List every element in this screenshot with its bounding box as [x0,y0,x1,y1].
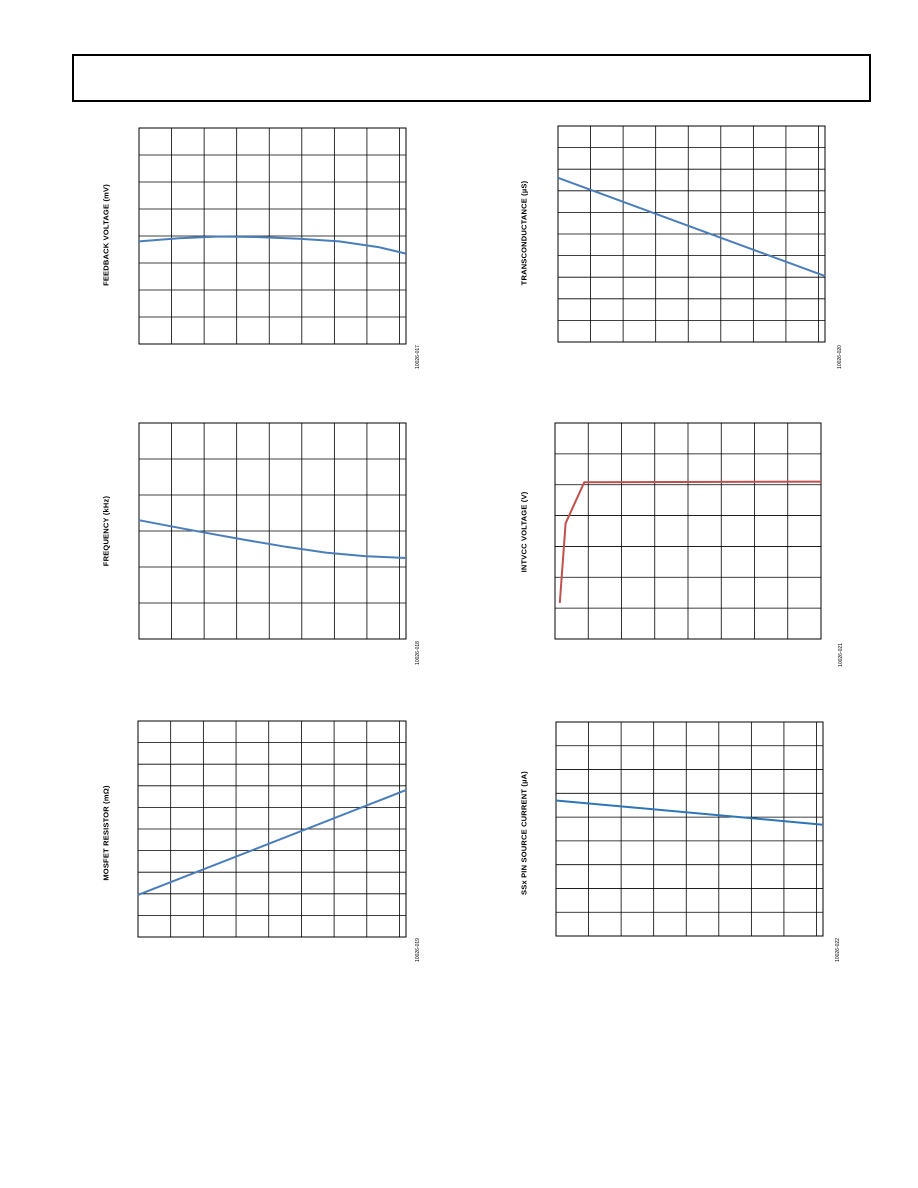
plot-frame [554,422,822,640]
series-line [138,235,407,255]
series-line [558,480,822,603]
chart-plot-area [138,127,407,345]
chart-plot-area [557,125,826,343]
series-line [557,176,826,278]
plot-frame [138,422,407,640]
chart-plot-area [555,721,824,937]
chart-mosfet-resistor: MOSFET RESISTOR (mΩ) 10026-019 [100,720,440,970]
chart-frequency: FREQUENCY (kHz) 10026-018 [100,422,440,672]
page-header-box [72,54,871,102]
series-line [555,799,824,826]
series-line [138,519,407,559]
chart-transconductance: TRANSCONDUCTANCE (µS) 10026-020 [518,125,858,375]
chart-plot-area [554,422,822,640]
chart-plot-area [137,720,407,938]
chart-ssx-pin-source-current: SSx PIN SOURCE CURRENT (µA) 10026-022 [518,720,858,970]
plot-frame [557,125,826,343]
chart-plot-area [138,422,407,640]
plot-frame [138,127,407,345]
plot-frame [555,721,824,937]
plot-frame [137,720,407,938]
chart-feedback-voltage: FEEDBACK VOLTAGE (mV) 10026-017 [100,125,440,375]
chart-intvcc-voltage: INTVCC VOLTAGE (V) 10026-021 [518,422,858,672]
series-line [137,789,407,896]
